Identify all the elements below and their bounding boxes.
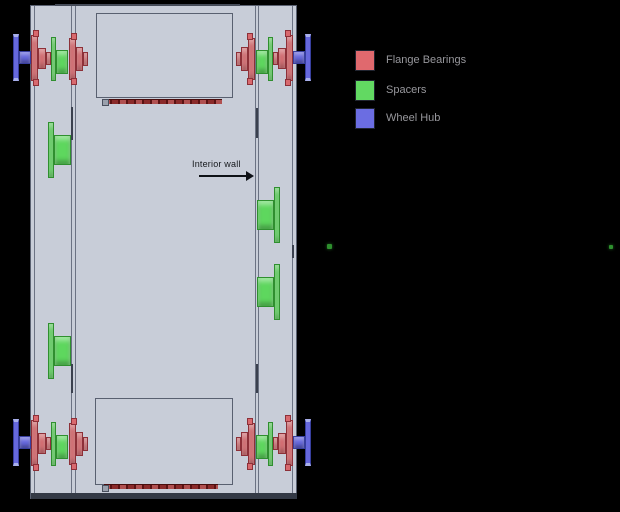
rail-spacer-left-lower <box>48 323 74 379</box>
spacer-plate <box>268 37 273 81</box>
wheel-axle <box>293 436 305 449</box>
spacer-body <box>256 435 268 459</box>
artifact-dot <box>609 245 613 249</box>
spacer-body <box>257 200 274 230</box>
interior-wall-right-line-a <box>255 6 256 494</box>
flange-bearing-outer <box>31 415 39 471</box>
wheel-assembly-top-right <box>234 29 312 87</box>
flange-bearing-inner <box>69 33 77 85</box>
bearing-step <box>236 437 241 451</box>
strip-end-block-top <box>102 99 109 106</box>
legend-label: Wheel Hub <box>386 112 441 124</box>
wheel-hub <box>305 419 311 466</box>
bearing-step <box>46 437 51 450</box>
interior-wall-right-line-b <box>258 6 259 494</box>
bearing-step <box>76 47 83 71</box>
interior-wall-arrow-head-icon <box>246 171 254 181</box>
interior-wall-label: Interior wall <box>192 159 241 169</box>
flange-bearing-outer <box>286 420 293 466</box>
interior-wall-left-line-b <box>75 6 76 494</box>
flange-bearing-inner <box>69 418 77 470</box>
spacer-plate <box>51 37 56 81</box>
wheel-hub <box>13 419 19 466</box>
bearing-strip-bottom <box>104 484 218 489</box>
legend-swatch-red <box>355 50 375 71</box>
spacer-plate <box>274 187 280 243</box>
chassis-top-edge-mark <box>55 4 240 6</box>
legend-swatch-green <box>355 80 375 101</box>
chassis-bottom-edge <box>31 493 297 499</box>
wheel-assembly-bottom-right <box>234 414 312 472</box>
bearing-step <box>76 432 83 456</box>
wheel-axle <box>19 51 31 64</box>
wheel-assembly-bottom-left <box>12 414 90 472</box>
bearing-step <box>38 433 46 454</box>
spacer-body <box>256 50 268 74</box>
interior-wall-arrow-line <box>199 175 247 177</box>
wheel-hub <box>13 34 19 81</box>
flange-bearing-outer <box>31 30 39 86</box>
bearing-step <box>236 52 241 66</box>
wheel-axle <box>19 436 31 449</box>
legend: Flange Bearings Spacers Wheel Hub <box>355 48 595 143</box>
spacer-plate <box>51 422 56 466</box>
interior-wall-left-line-a <box>71 6 72 494</box>
bearing-step <box>83 52 88 66</box>
spacer-body <box>54 135 71 165</box>
wheel-assembly-top-left <box>12 29 90 87</box>
bearing-step <box>278 433 286 454</box>
legend-label: Spacers <box>386 84 427 96</box>
bearing-step <box>241 432 248 456</box>
spacer-plate <box>48 323 54 379</box>
rail-spacer-right-upper <box>254 187 280 243</box>
flange-bearing-inner <box>248 38 255 80</box>
strip-end-block-bottom <box>102 485 109 492</box>
wheel-hub <box>305 34 311 81</box>
rail-spacer-right-lower <box>254 264 280 320</box>
bearing-step <box>278 48 286 69</box>
bearing-step <box>273 52 278 65</box>
chassis-top-view <box>30 5 297 499</box>
cutout-box-top <box>96 13 233 98</box>
spacer-plate <box>274 264 280 320</box>
wall-slot <box>256 108 258 138</box>
legend-label: Flange Bearings <box>386 54 467 66</box>
spacer-body <box>56 435 68 459</box>
exterior-wall-left-line <box>34 6 35 494</box>
cutout-box-bottom <box>95 398 233 485</box>
spacer-body <box>54 336 71 366</box>
spacer-body <box>56 50 68 74</box>
wheel-axle <box>293 51 305 64</box>
flange-bearing-outer <box>286 35 293 81</box>
flange-bearing-inner <box>248 423 255 465</box>
bearing-strip-top <box>104 99 222 104</box>
spacer-plate <box>48 122 54 178</box>
legend-row-spacers: Spacers <box>355 80 426 101</box>
wall-slot <box>292 245 294 258</box>
rail-spacer-left-upper <box>48 122 74 178</box>
bearing-step <box>273 437 278 450</box>
bearing-step <box>83 437 88 451</box>
spacer-plate <box>268 422 273 466</box>
legend-swatch-blue <box>355 108 375 129</box>
wall-slot <box>71 107 73 140</box>
bearing-step <box>46 52 51 65</box>
legend-row-wheel-hub: Wheel Hub <box>355 108 440 129</box>
artifact-dot <box>327 244 332 249</box>
wall-slot <box>256 364 258 393</box>
bearing-step <box>241 47 248 71</box>
legend-row-flange-bearings: Flange Bearings <box>355 50 466 71</box>
spacer-body <box>257 277 274 307</box>
bearing-step <box>38 48 46 69</box>
wall-slot <box>71 364 73 393</box>
